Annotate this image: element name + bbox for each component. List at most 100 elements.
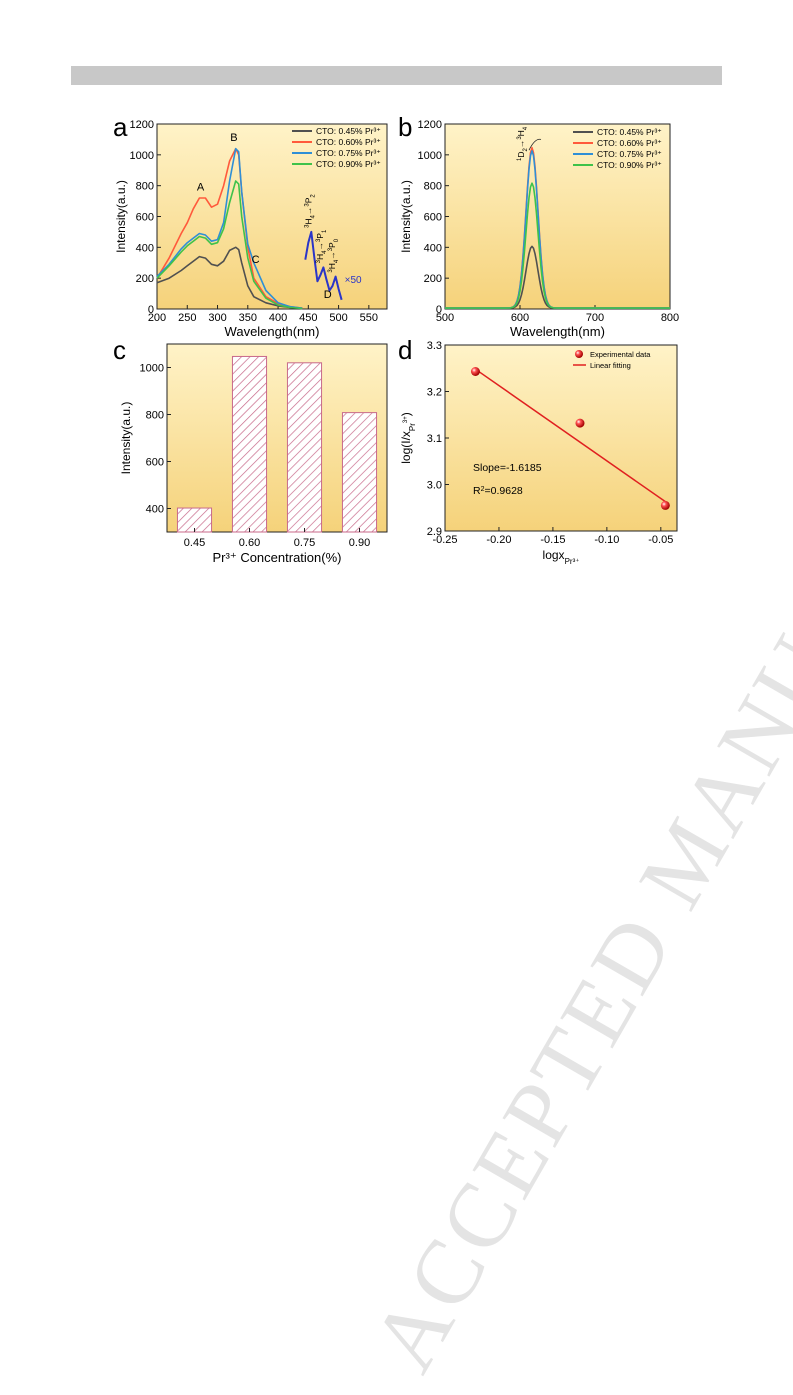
legend-entry: CTO: 0.75% Pr³⁺ [597, 149, 662, 159]
series-line [156, 180, 303, 310]
x-tick-label: 250 [178, 312, 196, 324]
x-tick-label: 0.75 [294, 537, 315, 549]
panel-label: c [113, 335, 126, 365]
panel-c: 400 600 800 1000 0.45 0.60 0.75 0.90 Pr³⁺ Concen… [110, 335, 395, 570]
bar [341, 412, 378, 533]
bar [231, 355, 268, 533]
y-tick-label: 400 [146, 504, 164, 516]
panel-label: d [398, 335, 412, 365]
fit-line [475, 368, 666, 503]
y-tick-label: 600 [424, 212, 442, 224]
y-tick-label: 800 [424, 181, 442, 193]
y-tick-label: 800 [136, 181, 154, 193]
y-tick-label: 0 [148, 304, 154, 316]
transition-label: 3H4→3P2 [303, 194, 316, 228]
y-tick-label: 800 [146, 410, 164, 422]
data-point [660, 500, 670, 510]
y-tick-label: 2.9 [427, 526, 442, 538]
inset-series-line [304, 230, 343, 301]
panel-label: a [113, 112, 128, 142]
x-tick-label: 0.90 [349, 537, 370, 549]
y-axis-label: log(I/xPr3+) [399, 412, 417, 464]
annotation-arrow [528, 138, 542, 151]
plot-area [156, 123, 388, 310]
y-tick-label: 600 [146, 457, 164, 469]
inset-scale-label: ×50 [345, 275, 362, 286]
x-tick-label: 600 [511, 312, 529, 324]
x-tick-label: 400 [269, 312, 287, 324]
watermark-text: ACCEPTED MANUSCRIPT [351, 325, 793, 1387]
x-tick-label: 350 [239, 312, 257, 324]
series-line [156, 147, 303, 309]
x-tick-label: 450 [299, 312, 317, 324]
panel-b: 500 600 700 800 0 200 400 600 800 1000 1200 1D2→3H4… [395, 112, 685, 347]
x-tick-label: 700 [586, 312, 604, 324]
transition-label: 3H4→3P1 [315, 229, 328, 263]
peak-label: B [230, 132, 237, 144]
transition-label: 3H4→3P0 [327, 238, 340, 272]
series-line [156, 246, 303, 309]
legend-swatch [575, 350, 583, 358]
x-tick-label: -0.10 [594, 534, 619, 546]
y-tick-label: 3.3 [427, 340, 442, 352]
x-tick-label: -0.15 [540, 534, 565, 546]
legend-entry: CTO: 0.90% Pr³⁺ [597, 160, 662, 170]
y-tick-label: 1000 [130, 150, 154, 162]
chart-c: 400 600 800 1000 0.45 0.60 0.75 0.90 Pr³⁺ Concen… [113, 335, 388, 565]
series-line [445, 182, 670, 309]
y-tick-label: 0 [436, 304, 442, 316]
x-tick-label: 500 [329, 312, 347, 324]
peak-label: D [324, 289, 332, 301]
x-tick-label: 300 [208, 312, 226, 324]
y-tick-label: 1200 [418, 119, 442, 131]
x-axis-label: Wavelength(nm) [510, 324, 605, 339]
y-tick-label: 3.1 [427, 433, 442, 445]
legend-entry: Linear fitting [590, 361, 631, 370]
legend-entry: CTO: 0.60% Pr³⁺ [316, 137, 381, 147]
x-tick-label: -0.20 [486, 534, 511, 546]
chart-d: -0.25 -0.20 -0.15 -0.10 -0.05 2.9 3.0 3.1 3.2 3.3… [398, 335, 678, 566]
y-tick-label: 1200 [130, 119, 154, 131]
y-tick-label: 400 [136, 242, 154, 254]
transition-label: 1D2→3H4 [516, 126, 529, 161]
x-tick-label: 500 [436, 312, 454, 324]
bar [286, 362, 323, 533]
header-bar [71, 66, 722, 85]
plot-area [444, 123, 671, 310]
y-tick-label: 1000 [418, 150, 442, 162]
y-tick-label: 3.2 [427, 387, 442, 399]
slope-text: Slope=-1.6185 [473, 462, 542, 474]
y-tick-label: 200 [136, 273, 154, 285]
legend-entry: Experimental data [590, 350, 651, 359]
panel-d: -0.25 -0.20 -0.15 -0.10 -0.05 2.9 3.0 3.1 3.2 3.3… [395, 335, 685, 570]
plot-area [444, 344, 678, 532]
peak-label: C [252, 254, 260, 266]
series-line [156, 147, 303, 309]
y-tick-label: 200 [424, 273, 442, 285]
x-tick-label: 0.60 [239, 537, 260, 549]
panel-label: b [398, 112, 412, 142]
legend-entry: CTO: 0.60% Pr³⁺ [597, 138, 662, 148]
chart-a: 200 250 300 350 400 450 500 5500200400600800100… [113, 112, 388, 339]
legend-entry: CTO: 0.75% Pr³⁺ [316, 148, 381, 158]
y-axis-label: Intensity(a.u.) [119, 402, 133, 475]
x-tick-label: 800 [661, 312, 679, 324]
x-axis-label: Pr³⁺ Concentration(%) [213, 550, 342, 565]
peak-label: A [197, 181, 205, 193]
y-tick-label: 600 [136, 212, 154, 224]
chart-b: 500 600 700 800 0 200 400 600 800 1000 1200 1D2→3H4… [398, 112, 679, 339]
y-axis-label: Intensity(a.u.) [114, 180, 128, 253]
legend-entry: CTO: 0.45% Pr³⁺ [316, 126, 381, 136]
r2-text: R2=0.9628 [473, 485, 523, 497]
x-tick-label: -0.25 [432, 534, 457, 546]
y-tick-label: 1000 [140, 363, 164, 375]
y-axis-label: Intensity(a.u.) [399, 180, 413, 253]
x-axis-label: Wavelength(nm) [225, 324, 320, 339]
y-tick-label: 3.0 [427, 480, 442, 492]
legend-entry: CTO: 0.90% Pr³⁺ [316, 159, 381, 169]
data-point [470, 367, 480, 377]
legend-entry: CTO: 0.45% Pr³⁺ [597, 127, 662, 137]
x-tick-label: -0.05 [648, 534, 673, 546]
x-tick-label: 0.45 [184, 537, 205, 549]
x-axis-label: logxPr³⁺ [543, 548, 580, 566]
